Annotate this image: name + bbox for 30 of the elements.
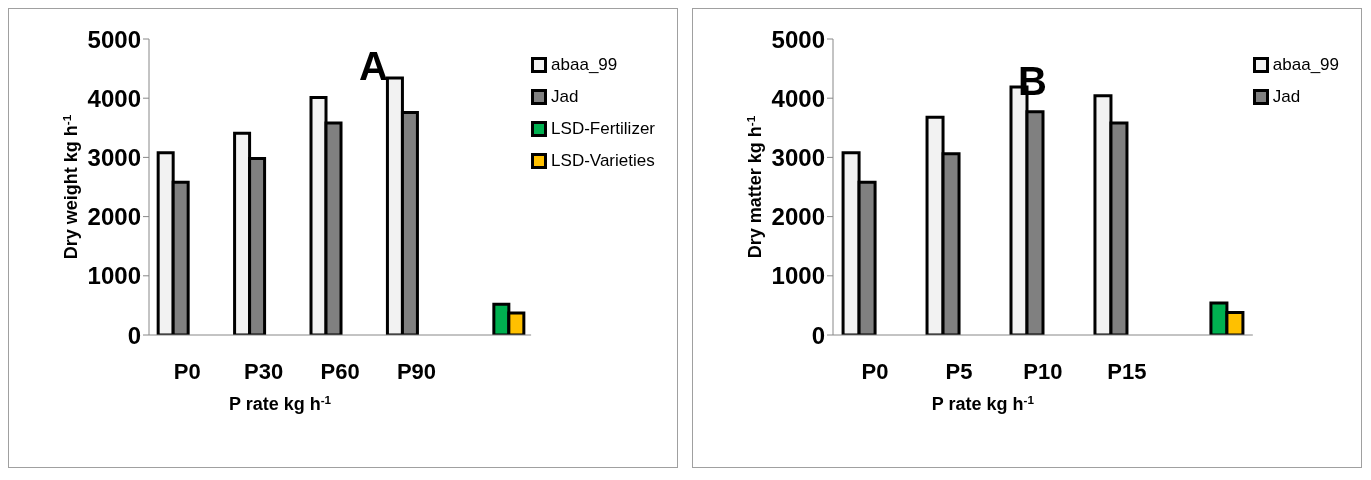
x-tick-label: P60: [320, 358, 360, 384]
y-tick-label: 5000: [87, 25, 141, 53]
y-tick-label: 3000: [771, 143, 825, 171]
y-tick-label: 1000: [771, 262, 825, 290]
x-tick-label: P5: [945, 358, 973, 384]
legend-label: abaa_99: [1272, 54, 1339, 76]
y-tick-label: 3000: [87, 143, 141, 171]
x-tick-label: P30: [244, 358, 284, 384]
y-tick-label: 0: [127, 321, 141, 349]
legend-label: LSD-Varieties: [551, 150, 655, 172]
y-tick-label: 4000: [771, 84, 825, 112]
chart-title: A: [359, 44, 388, 89]
x-axis-title: P rate kg h$^{-1}$: [931, 392, 1035, 414]
y-tick-label: 1000: [87, 262, 141, 290]
x-tick-label: P0: [173, 358, 201, 384]
legend-label: abaa_99: [551, 54, 618, 76]
legend-label: LSD-Fertilizer: [551, 118, 655, 140]
x-tick-label: P15: [1107, 358, 1147, 384]
legend-label: Jad: [1272, 86, 1301, 108]
x-tick-label: P90: [396, 358, 437, 384]
x-axis-title: P rate kg h$^{-1}$: [228, 392, 332, 414]
y-tick-label: 0: [811, 321, 825, 349]
y-tick-label: 2000: [87, 203, 141, 231]
y-tick-label: 2000: [771, 203, 825, 231]
y-tick-label: 4000: [87, 84, 141, 112]
x-tick-label: P0: [861, 358, 889, 384]
text: B: [1018, 59, 1047, 104]
y-tick-label: 5000: [771, 25, 825, 53]
legend-label: Jad: [551, 86, 579, 108]
x-tick-label: P10: [1023, 358, 1063, 384]
